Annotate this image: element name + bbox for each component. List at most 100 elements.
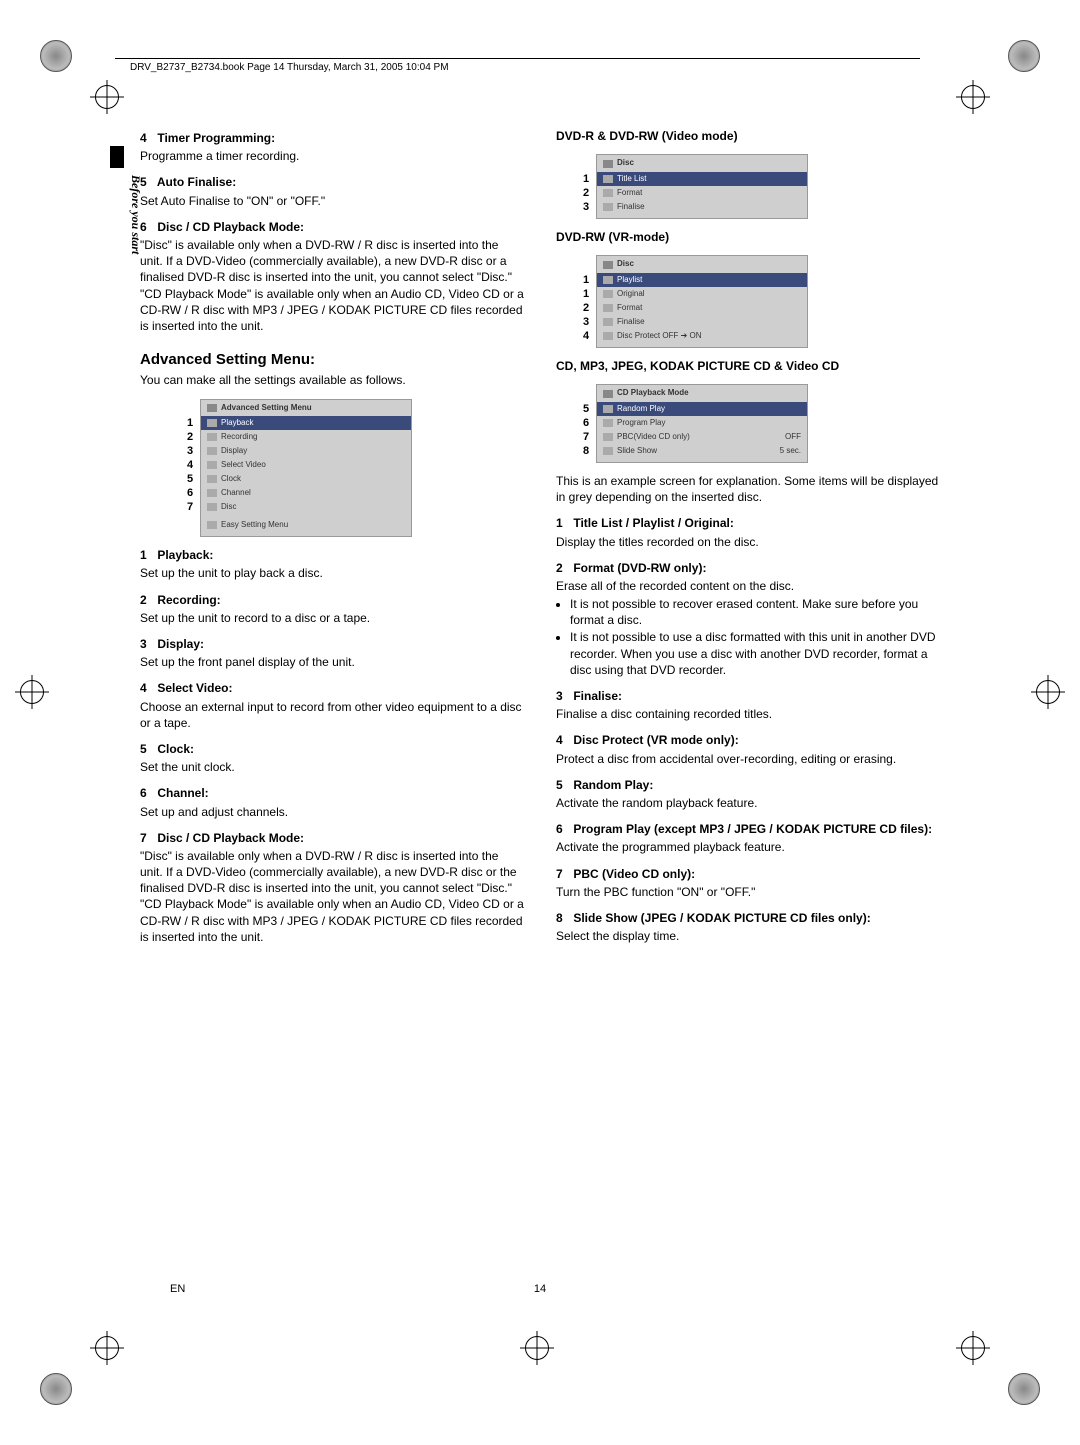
side-label: Before you start [128,175,143,254]
menu-title: Disc [617,259,634,270]
item-body: Select the display time. [556,928,940,944]
menu-row-number: 4 [583,329,589,344]
item-body: "Disc" is available only when a DVD-RW /… [140,237,524,334]
row-icon [603,447,613,455]
page-number: 14 [534,1283,546,1295]
menu-row-value: 5 sec. [780,446,801,457]
item-body: Set up the unit to play back a disc. [140,565,524,581]
right-column: DVD-R & DVD-RW (Video mode) Disc 1Title … [556,120,940,947]
row-icon [603,419,613,427]
section-tab [110,146,124,168]
menu-row-label: Disc [221,502,237,513]
menu-row-number: 7 [583,430,589,445]
item-body: Set the unit clock. [140,759,524,775]
menu-row-label: Program Play [617,418,665,429]
item-title: 5 Auto Finalise: [140,174,524,190]
item-body: Erase all of the recorded content on the… [556,578,940,594]
item-title: 1 Title List / Playlist / Original: [556,515,940,531]
disc-menu-vr: Disc 1Playlist1Original2Format3Finalise4… [596,255,808,348]
disc-menu-video: Disc 1Title List2Format3Finalise [596,154,808,219]
row-icon [603,405,613,413]
menu-row-label: Format [617,188,642,199]
item-body: Activate the random playback feature. [556,795,940,811]
menu-row-label: Channel [221,488,251,499]
menu-footer: Easy Setting Menu [201,518,411,532]
subheading: DVD-RW (VR-mode) [556,229,940,245]
item-title: 5 Random Play: [556,777,940,793]
menu-row-label: PBC(Video CD only) [617,432,690,443]
cd-icon [603,390,613,398]
example-note: This is an example screen for explanatio… [556,473,940,505]
item-body: Finalise a disc containing recorded titl… [556,706,940,722]
menu-row-label: Format [617,303,642,314]
item-title: 2 Format (DVD-RW only): [556,560,940,576]
bullet-list: It is not possible to recover erased con… [556,596,940,678]
menu-row: 8Slide Show5 sec. [597,444,807,458]
item-title: 1 Playback: [140,547,524,563]
menu-title: Advanced Setting Menu [221,403,312,414]
menu-row-number: 8 [583,444,589,459]
row-icon [207,419,217,427]
menu-row: 3Display [201,444,411,458]
item-title: 3 Finalise: [556,688,940,704]
item-body: Display the titles recorded on the disc. [556,534,940,550]
item-body: Protect a disc from accidental over-reco… [556,751,940,767]
crop-circle [40,1373,72,1405]
menu-row: 1Original [597,287,807,301]
crop-circle [1008,1373,1040,1405]
item-title: 6 Channel: [140,785,524,801]
row-icon [603,304,613,312]
menu-row: 5Random Play [597,402,807,416]
menu-row-label: Finalise [617,202,645,213]
menu-row: 3Finalise [597,315,807,329]
disc-icon [603,160,613,168]
menu-row-number: 1 [187,416,193,431]
item-body: Set Auto Finalise to "ON" or "OFF." [140,193,524,209]
item-title: 6 Program Play (except MP3 / JPEG / KODA… [556,821,940,837]
item-body: Choose an external input to record from … [140,699,524,731]
row-icon [207,461,217,469]
row-icon [603,332,613,340]
menu-row-number: 7 [187,500,193,515]
item-body: Activate the programmed playback feature… [556,839,940,855]
menu-row: 6Channel [201,486,411,500]
row-icon [207,447,217,455]
advanced-setting-menu: Advanced Setting Menu 1Playback2Recordin… [200,399,412,538]
menu-row-label: Disc Protect OFF ➔ ON [617,331,702,342]
disc-icon [603,261,613,269]
crop-mark [961,85,985,109]
menu-row-number: 2 [583,301,589,316]
item-title: 6 Disc / CD Playback Mode: [140,219,524,235]
crop-mark [95,85,119,109]
menu-row-number: 1 [583,172,589,187]
menu-row: 5Clock [201,472,411,486]
crop-mark [961,1336,985,1360]
item-title: 4 Timer Programming: [140,130,524,146]
item-body: Set up the unit to record to a disc or a… [140,610,524,626]
row-icon [603,175,613,183]
item-title: 8 Slide Show (JPEG / KODAK PICTURE CD fi… [556,910,940,926]
row-icon [603,203,613,211]
item-body: Turn the PBC function "ON" or "OFF." [556,884,940,900]
menu-row: 1Playback [201,416,411,430]
item-title: 2 Recording: [140,592,524,608]
menu-row-label: Select Video [221,460,266,471]
item-body: Set up the front panel display of the un… [140,654,524,670]
menu-icon [207,404,217,412]
header-rule [115,58,920,59]
row-icon [207,489,217,497]
menu-row-label: Finalise [617,317,645,328]
menu-row-label: Random Play [617,404,665,415]
item-body: "Disc" is available only when a DVD-RW /… [140,848,524,945]
menu-row-number: 3 [583,200,589,215]
menu-row-number: 6 [187,486,193,501]
menu-row-number: 1 [583,287,589,302]
crop-mark [20,680,44,704]
menu-row-number: 3 [583,315,589,330]
row-icon [603,318,613,326]
section-intro: You can make all the settings available … [140,372,524,388]
menu-row: 7PBC(Video CD only)OFF [597,430,807,444]
menu-row: 1Playlist [597,273,807,287]
row-icon [603,276,613,284]
section-title: Advanced Setting Menu: [140,350,524,370]
